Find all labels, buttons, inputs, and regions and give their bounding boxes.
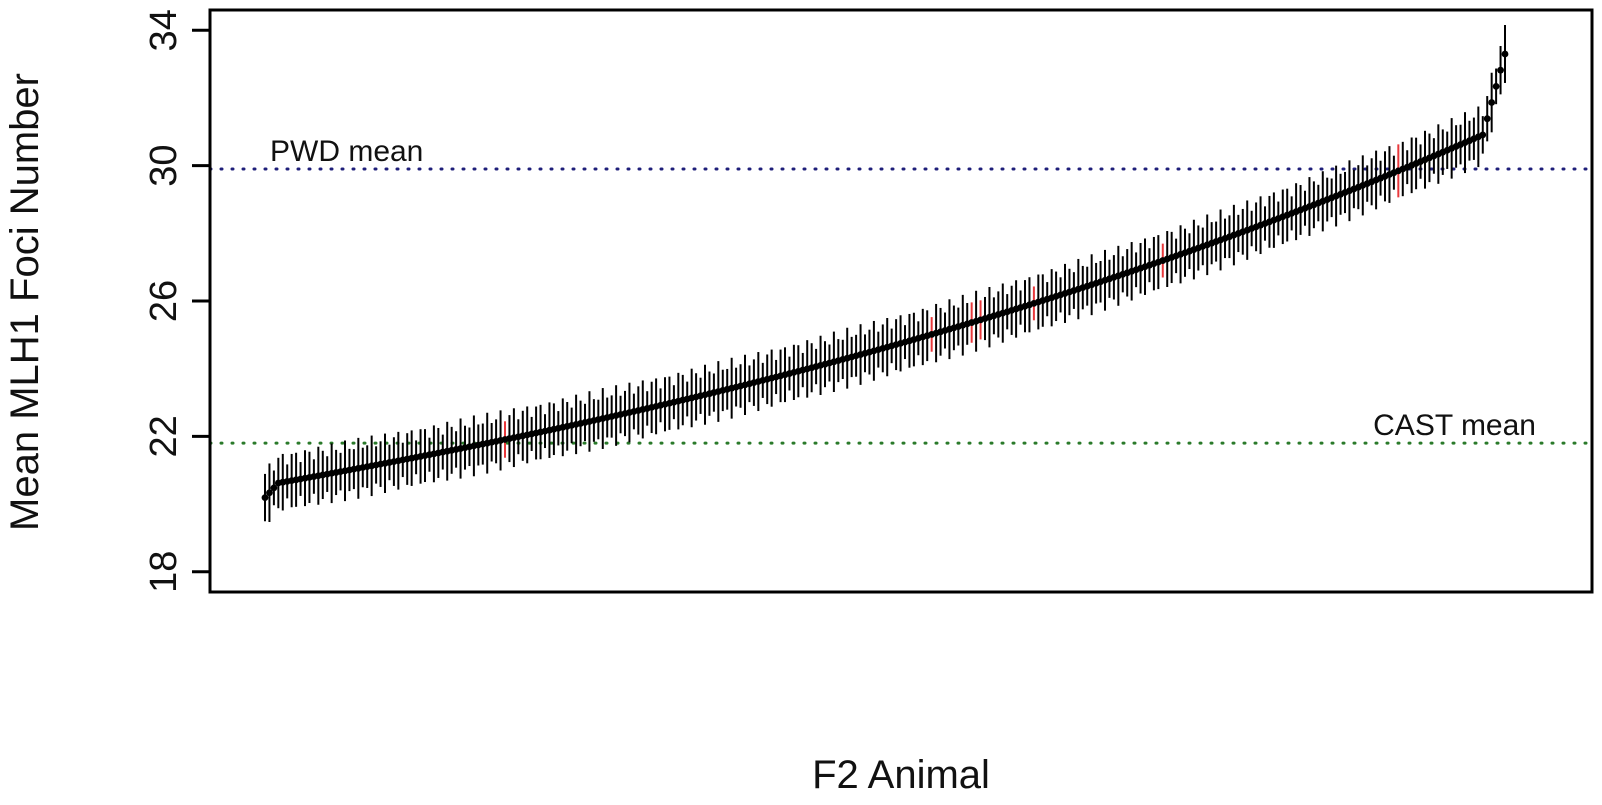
x-axis-title: F2 Animal <box>812 753 990 797</box>
data-point <box>270 484 278 492</box>
data-point <box>1497 66 1504 74</box>
y-tick-label: 18 <box>143 551 185 593</box>
data-point <box>1483 115 1491 123</box>
plot-frame <box>208 8 1594 594</box>
cast-mean-label: CAST mean <box>1373 409 1536 442</box>
y-axis-title: Mean MLH1 Foci Number <box>3 73 47 531</box>
data-point <box>1501 50 1509 58</box>
y-tick-label: 22 <box>143 415 185 457</box>
points-layer <box>261 50 1509 501</box>
pwd-mean-label: PWD mean <box>270 135 423 168</box>
data-point <box>1492 82 1500 90</box>
y-axis: 18 22 26 30 34 <box>143 9 210 593</box>
data-point <box>261 494 269 501</box>
y-tick-label: 34 <box>143 9 185 51</box>
data-point <box>266 489 273 497</box>
data-point <box>1488 99 1496 106</box>
data-point <box>1479 131 1487 139</box>
y-tick-label: 26 <box>143 280 185 322</box>
y-tick-label: 30 <box>143 145 185 187</box>
reference-lines-layer <box>208 167 1594 445</box>
